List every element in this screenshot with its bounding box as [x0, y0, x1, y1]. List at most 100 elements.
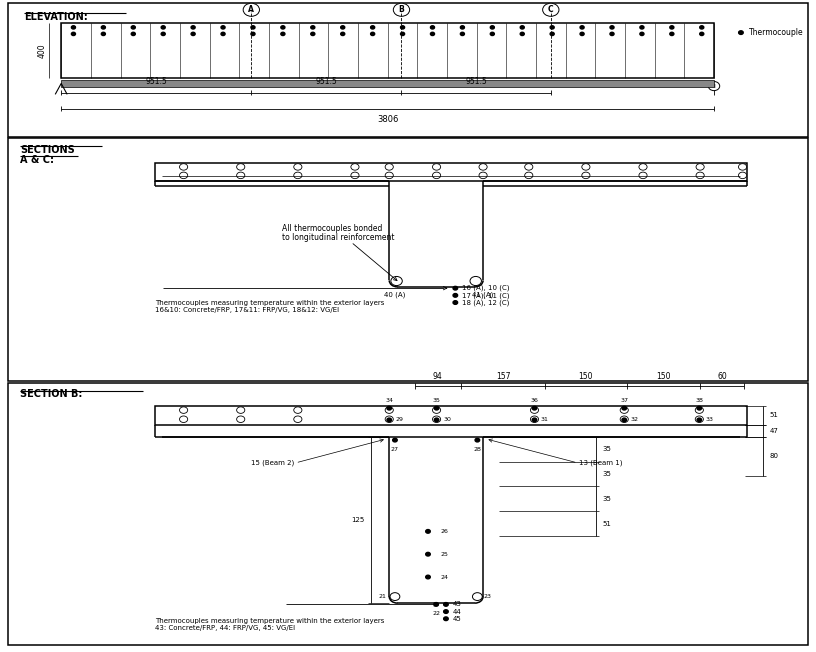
Text: 26: 26: [441, 529, 448, 534]
Circle shape: [479, 172, 487, 179]
Circle shape: [393, 3, 410, 16]
Text: 60: 60: [717, 372, 727, 381]
Circle shape: [243, 3, 259, 16]
Circle shape: [434, 602, 438, 606]
Circle shape: [401, 25, 405, 29]
Circle shape: [251, 32, 255, 35]
Bar: [8, 383, 808, 645]
Circle shape: [426, 575, 430, 579]
Text: 44: 44: [452, 608, 461, 615]
Circle shape: [532, 406, 537, 410]
Circle shape: [580, 25, 584, 29]
Circle shape: [294, 407, 302, 413]
Text: 27: 27: [391, 447, 399, 452]
Text: 43: Concrete/FRP, 44: FRP/VG, 45: VG/EI: 43: Concrete/FRP, 44: FRP/VG, 45: VG/EI: [155, 625, 295, 631]
Circle shape: [191, 32, 195, 35]
Text: 37: 37: [620, 398, 628, 403]
Circle shape: [610, 32, 614, 35]
Circle shape: [530, 416, 539, 422]
Text: 36: 36: [530, 398, 539, 403]
Circle shape: [72, 32, 76, 35]
Circle shape: [444, 602, 448, 606]
Bar: [155, 163, 747, 181]
Text: I: I: [713, 83, 715, 89]
Circle shape: [696, 172, 704, 179]
Circle shape: [521, 25, 524, 29]
Circle shape: [281, 25, 285, 29]
Circle shape: [639, 164, 647, 170]
Circle shape: [370, 32, 375, 35]
Text: 94: 94: [433, 372, 442, 381]
Circle shape: [472, 593, 482, 600]
Text: 16 (A), 10 (C): 16 (A), 10 (C): [462, 285, 509, 291]
Circle shape: [385, 416, 393, 422]
Circle shape: [387, 406, 392, 410]
Text: 28: 28: [473, 447, 481, 452]
Circle shape: [695, 416, 703, 422]
Circle shape: [131, 25, 135, 29]
Circle shape: [444, 610, 448, 614]
Circle shape: [340, 32, 344, 35]
Circle shape: [180, 164, 188, 170]
Text: 40 (A): 40 (A): [384, 291, 406, 298]
Text: 18 (A), 12 (C): 18 (A), 12 (C): [462, 299, 509, 306]
Text: 41 (A): 41 (A): [472, 291, 493, 298]
Circle shape: [191, 25, 195, 29]
Circle shape: [550, 25, 554, 29]
Circle shape: [311, 25, 315, 29]
Circle shape: [532, 418, 537, 422]
Circle shape: [695, 407, 703, 413]
Text: 15 (Beam 2): 15 (Beam 2): [251, 460, 294, 466]
Circle shape: [670, 25, 674, 29]
Circle shape: [670, 32, 674, 35]
Text: 951.5: 951.5: [316, 77, 337, 86]
Circle shape: [521, 32, 524, 35]
Circle shape: [490, 32, 494, 35]
Circle shape: [351, 172, 359, 179]
Bar: [61, 23, 714, 78]
Circle shape: [221, 32, 225, 35]
Text: 17 (A), 11 (C): 17 (A), 11 (C): [462, 292, 509, 299]
Circle shape: [162, 32, 165, 35]
Circle shape: [391, 276, 402, 286]
Text: to longitudinal reinforcement: to longitudinal reinforcement: [282, 233, 394, 243]
Circle shape: [180, 407, 188, 413]
Circle shape: [237, 164, 245, 170]
Text: ELEVATION:: ELEVATION:: [24, 12, 88, 22]
Circle shape: [432, 172, 441, 179]
Text: 157: 157: [496, 372, 510, 381]
Circle shape: [453, 293, 458, 297]
Circle shape: [251, 25, 255, 29]
Circle shape: [432, 407, 441, 413]
Text: 47: 47: [769, 428, 778, 434]
Text: 22: 22: [432, 611, 440, 616]
Text: 125: 125: [352, 517, 365, 523]
Circle shape: [640, 32, 644, 35]
Text: 24: 24: [441, 574, 448, 580]
Circle shape: [237, 416, 245, 422]
Bar: [8, 138, 808, 381]
Text: 35: 35: [602, 446, 611, 452]
Circle shape: [738, 172, 747, 179]
Text: B: B: [398, 5, 405, 14]
Circle shape: [738, 164, 747, 170]
Circle shape: [385, 407, 393, 413]
Text: 51: 51: [602, 520, 611, 527]
Circle shape: [390, 593, 400, 600]
Text: 23: 23: [484, 594, 492, 599]
Circle shape: [696, 164, 704, 170]
Text: 35: 35: [432, 398, 441, 403]
Circle shape: [294, 172, 302, 179]
Text: Thermocouples measuring temperature within the exterior layers: Thermocouples measuring temperature with…: [155, 617, 384, 624]
Circle shape: [543, 3, 559, 16]
Circle shape: [460, 25, 464, 29]
Circle shape: [426, 529, 430, 533]
Text: 150: 150: [656, 372, 671, 381]
Circle shape: [311, 32, 315, 35]
Circle shape: [490, 25, 494, 29]
Circle shape: [131, 32, 135, 35]
Text: 51: 51: [769, 412, 778, 419]
Circle shape: [550, 32, 554, 35]
Circle shape: [237, 172, 245, 179]
Text: C: C: [548, 5, 553, 14]
